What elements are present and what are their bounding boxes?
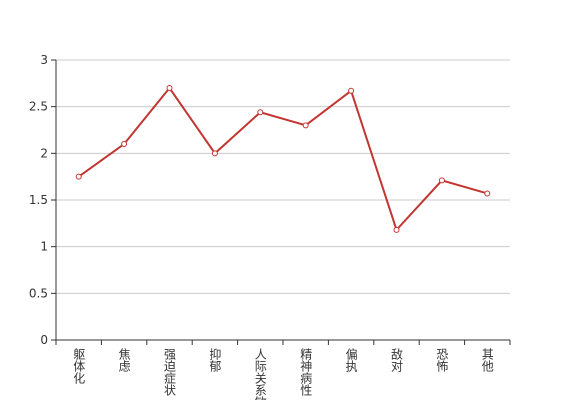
point — [484, 190, 491, 197]
point — [393, 226, 400, 233]
y-tick-label: 2 — [40, 146, 48, 160]
x-tick-label: 敌对 — [390, 347, 404, 372]
x-tick-label: 恐怖 — [435, 348, 449, 372]
y-tick-label: 0 — [40, 333, 48, 347]
point — [121, 141, 128, 147]
point — [438, 177, 445, 184]
x-tick-label: 人际关系敏感 — [253, 348, 267, 400]
x-tick-label: 其他 — [480, 348, 494, 372]
point — [348, 87, 355, 94]
point — [166, 85, 173, 91]
y-tick-label: 2.5 — [29, 100, 48, 114]
point — [211, 150, 218, 157]
x-tick-label: 躯体化 — [72, 347, 86, 385]
line — [78, 86, 488, 232]
y-tick-label: 1 — [40, 240, 48, 254]
point — [302, 122, 309, 129]
y-tick-label: 3 — [40, 53, 48, 67]
y-tick-label: 0.5 — [29, 286, 48, 300]
x-tick-label: 精神病性 — [299, 348, 313, 397]
x-tick-label: 偏执 — [344, 347, 358, 373]
y-tick-label: 1.5 — [29, 193, 48, 207]
x-tick-label: 强迫症状 — [163, 348, 177, 396]
x-tick-label: 焦虑 — [117, 348, 131, 372]
x-tick-label: 抑郁 — [208, 347, 222, 373]
point — [75, 173, 82, 180]
point — [257, 109, 264, 116]
